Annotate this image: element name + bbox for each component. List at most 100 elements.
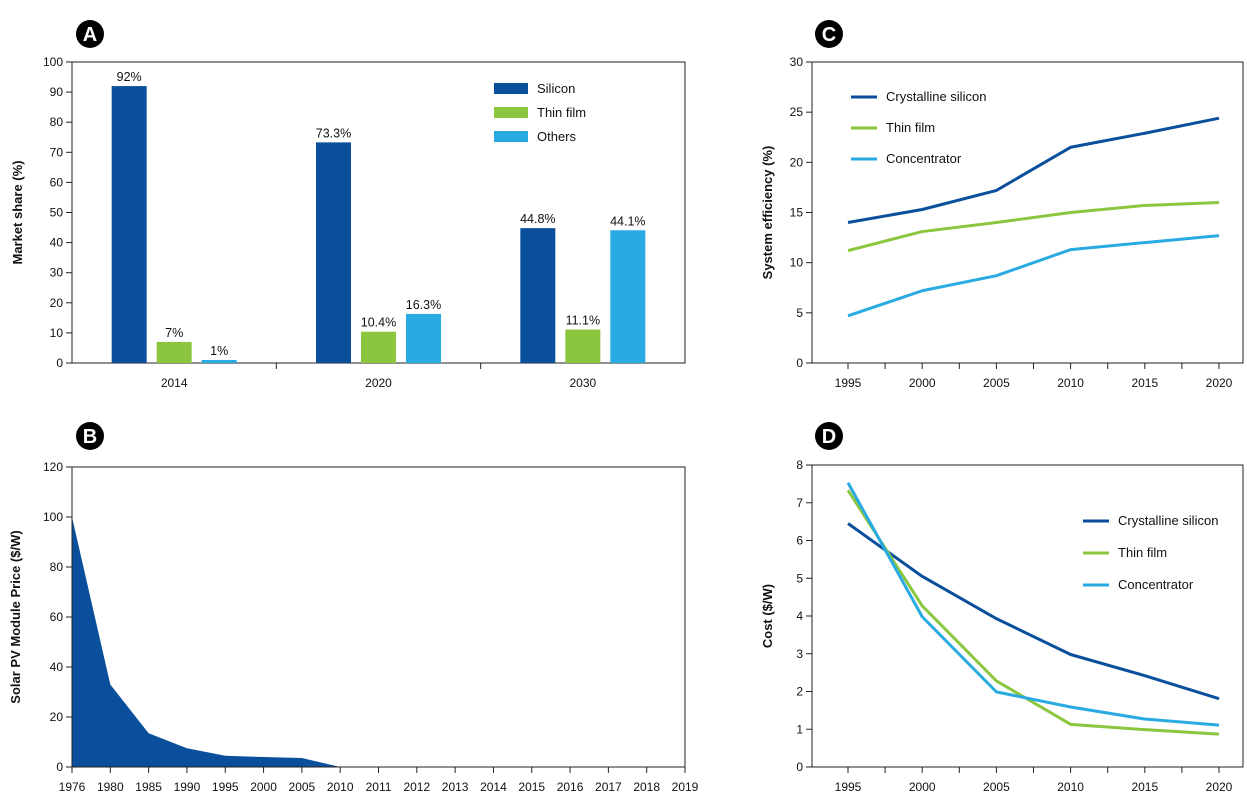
y-tick-label-a: 50 [50, 206, 64, 220]
panel-c-letter: C [822, 24, 836, 46]
y-tick-label-d: 2 [796, 685, 803, 699]
y-tick-label-b: 0 [56, 760, 63, 774]
x-tick-label-b: 2000 [250, 780, 277, 794]
bar-silicon-2020 [316, 142, 351, 363]
x-tick-label-c: 2010 [1057, 376, 1084, 390]
y-tick-label-a: 60 [50, 175, 64, 189]
y-tick-label-c: 5 [796, 306, 803, 320]
plot-frame-b [71, 466, 686, 768]
y-tick-label-d: 8 [796, 458, 803, 472]
legend-swatch-a [494, 107, 528, 118]
panel-a-letter: A [83, 24, 97, 46]
x-tick-label-a: 2020 [365, 376, 392, 390]
y-tick-label-d: 5 [796, 571, 803, 585]
x-tick-label-d: 2000 [909, 780, 936, 794]
y-axis-title-b: Solar PV Module Price ($/W) [8, 530, 23, 703]
legend-label-d: Thin film [1118, 545, 1167, 560]
x-tick-label-b: 1980 [97, 780, 124, 794]
data-label-a: 44.8% [520, 212, 555, 226]
y-tick-label-c: 30 [790, 55, 804, 69]
legend-label-c: Thin film [886, 120, 935, 135]
legend-label-a: Others [537, 129, 577, 144]
y-tick-label-b: 60 [50, 610, 64, 624]
y-tick-label-b: 80 [50, 560, 64, 574]
y-tick-label-b: 20 [50, 710, 64, 724]
y-tick-label-a: 30 [50, 266, 64, 280]
series-line-thin-film-d [846, 489, 1220, 736]
x-tick-label-b: 2013 [442, 780, 469, 794]
x-tick-label-b: 2019 [672, 780, 699, 794]
x-tick-label-d: 2010 [1057, 780, 1084, 794]
x-tick-label-c: 2020 [1206, 376, 1233, 390]
x-tick-label-a: 2014 [161, 376, 188, 390]
x-tick-label-b: 2005 [289, 780, 316, 794]
x-tick-label-b: 2018 [633, 780, 660, 794]
y-axis-title-d: Cost ($/W) [760, 584, 775, 648]
x-tick-label-d: 2005 [983, 780, 1010, 794]
x-tick-label-b: 2010 [327, 780, 354, 794]
y-tick-label-a: 90 [50, 85, 64, 99]
y-tick-label-d: 0 [796, 760, 803, 774]
panel-d-badge [815, 422, 843, 450]
data-label-a: 44.1% [610, 214, 645, 228]
legend-label-c: Concentrator [886, 151, 962, 166]
x-tick-label-c: 1995 [835, 376, 862, 390]
y-tick-label-c: 10 [790, 256, 804, 270]
x-tick-label-c: 2005 [983, 376, 1010, 390]
bar-thin-film-2014 [156, 341, 192, 363]
bar-silicon-2014 [111, 86, 147, 363]
series-line-thin-film-c [847, 200, 1220, 253]
panel-d-cost: D 0 1 2 3 4 5 6 7 8 Cost ($/W) 1995 2000 2005 2010 2015… [760, 422, 1244, 794]
legend-label-d: Concentrator [1118, 577, 1194, 592]
y-tick-label-a: 80 [50, 115, 64, 129]
data-label-a: 11.1% [566, 314, 601, 328]
data-label-a: 10.4% [361, 316, 396, 330]
plot-frame-c [811, 61, 1244, 364]
y-tick-label-a: 20 [50, 296, 64, 310]
legend-swatch-a [494, 83, 528, 94]
panel-a-badge [76, 20, 104, 48]
legend-swatch-a [494, 131, 528, 142]
x-tick-label-b: 2014 [480, 780, 507, 794]
y-tick-label-a: 40 [50, 236, 64, 250]
legend-label-a: Silicon [537, 81, 575, 96]
y-tick-label-c: 15 [790, 206, 804, 220]
x-tick-label-b: 1990 [174, 780, 201, 794]
x-tick-label-b: 2017 [595, 780, 622, 794]
x-tick-label-b: 2011 [366, 780, 392, 794]
legend-label-a: Thin film [537, 105, 586, 120]
x-tick-label-b: 2015 [518, 780, 545, 794]
x-tick-label-d: 2020 [1206, 780, 1233, 794]
bar-thin-film-2020 [361, 331, 396, 363]
bar-thin-film-2030 [565, 329, 601, 363]
panel-c-badge [815, 20, 843, 48]
y-tick-label-a: 100 [43, 55, 63, 69]
price-area [72, 517, 685, 767]
panel-c-system-efficiency: C 0 5 10 15 20 25 30 System efficiency (%) 1995 20… [760, 20, 1244, 390]
x-tick-label-d: 2015 [1131, 780, 1158, 794]
x-tick-label-d: 1995 [835, 780, 862, 794]
bar-others-2020 [406, 313, 441, 363]
data-label-a: 7% [165, 326, 183, 340]
x-tick-label-b: 2012 [403, 780, 430, 794]
series-line-concentrator-d [846, 482, 1220, 727]
x-tick-label-b: 1976 [59, 780, 86, 794]
y-tick-label-d: 4 [796, 609, 803, 623]
y-axis-title-a: Market share (%) [10, 160, 25, 264]
x-tick-label-b: 1985 [135, 780, 162, 794]
bar-silicon-2030 [520, 228, 556, 363]
y-axis-title-c: System efficiency (%) [760, 146, 775, 280]
data-label-a: 92% [117, 70, 142, 84]
y-tick-label-d: 1 [796, 722, 803, 736]
series-line-crystalline-silicon-d [847, 522, 1220, 701]
y-tick-label-b: 100 [43, 510, 63, 524]
data-label-a: 16.3% [406, 298, 441, 312]
y-tick-label-b: 40 [50, 660, 64, 674]
series-line-crystalline-silicon-c [847, 116, 1220, 225]
bar-others-2014 [201, 359, 237, 363]
y-tick-label-c: 0 [796, 356, 803, 370]
legend-label-d: Crystalline silicon [1118, 513, 1218, 528]
y-tick-label-a: 0 [56, 356, 63, 370]
panel-b-letter: B [83, 426, 97, 448]
